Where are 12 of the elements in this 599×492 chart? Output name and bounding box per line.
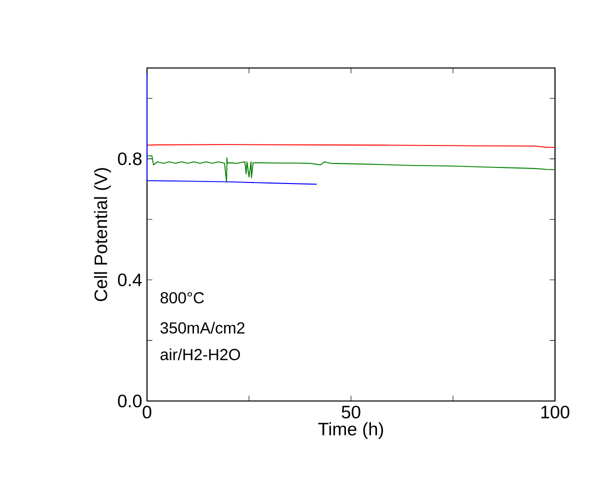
annotation: 800°C	[160, 292, 204, 304]
y-tick-label: 0.4	[118, 274, 142, 286]
annotation: air/H2-H2O	[160, 348, 240, 360]
x-tick-label: 100	[541, 406, 570, 418]
y-tick-label: 0.0	[118, 394, 142, 408]
y-axis-title: Cell Potential (V)	[94, 168, 111, 302]
y-tick-label: 0.8	[118, 152, 142, 166]
annotation: 350mA/cm2	[160, 322, 244, 334]
x-tick-label: 50	[342, 406, 360, 418]
line-series	[146, 74, 318, 185]
x-axis-title: Time (h)	[318, 422, 384, 440]
x-tick-label: 0	[142, 406, 152, 418]
